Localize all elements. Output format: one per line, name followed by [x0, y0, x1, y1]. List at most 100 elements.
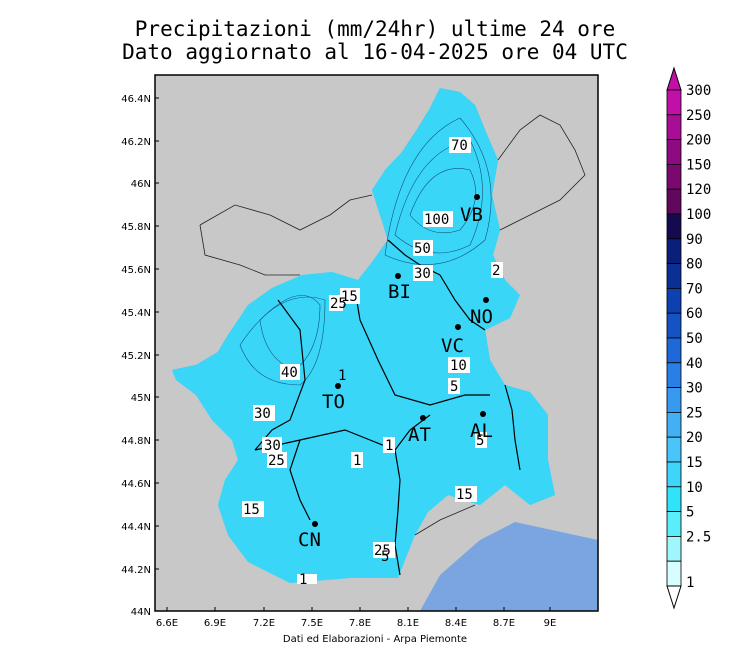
- lat-tick: 46.4N: [121, 94, 151, 105]
- lat-tick: 44.4N: [121, 522, 151, 533]
- contour-label: 5: [450, 379, 458, 395]
- contour-label: 1: [385, 438, 393, 454]
- contour-label: 30: [264, 438, 281, 454]
- contour-label: 30: [414, 266, 431, 282]
- colorbar-label: 30: [686, 381, 703, 397]
- colorbar-swatch: [666, 114, 682, 141]
- colorbar-swatch: [666, 362, 682, 388]
- colorbar: 3002502001501201009080706050403025201510…: [666, 66, 711, 610]
- colorbar-swatch: [666, 337, 682, 364]
- colorbar-label: 250: [686, 108, 711, 124]
- lat-tick: 45.2N: [121, 351, 151, 362]
- colorbar-swatch: [666, 263, 682, 289]
- colorbar-swatch: [666, 188, 682, 215]
- city-label-bi: BI: [388, 281, 411, 303]
- lon-tick: 6.6E: [156, 618, 178, 629]
- colorbar-swatch: [666, 511, 682, 537]
- contour-label: 15: [456, 487, 473, 503]
- contour-label: 25: [268, 453, 285, 469]
- colorbar-swatch: [666, 312, 682, 339]
- lon-tick: 8.4E: [445, 618, 467, 629]
- colorbar-label: 25: [686, 405, 703, 421]
- colorbar-label: 5: [686, 505, 694, 521]
- colorbar-swatch: [666, 139, 682, 165]
- colorbar-swatch: [666, 486, 682, 512]
- colorbar-label: 20: [686, 430, 703, 446]
- contour-label: 5: [476, 433, 484, 449]
- city-label-vb: VB: [460, 204, 483, 226]
- colorbar-label: 90: [686, 232, 703, 248]
- lon-tick: 8.7E: [493, 618, 515, 629]
- contour-label: 25: [374, 543, 391, 559]
- contour-lines: [239, 117, 492, 386]
- lat-tick: 44N: [131, 607, 151, 618]
- contour-label: 40: [281, 365, 298, 381]
- lat-axis: 46.4N 46.2N 46N 45.8N 45.6N 45.4N 45.2N …: [121, 94, 159, 618]
- colorbar-label: 1: [686, 575, 694, 591]
- contour-label: 10: [450, 358, 467, 374]
- colorbar-swatch: [666, 163, 682, 190]
- city-label-to: TO: [322, 391, 345, 413]
- colorbar-label: 100: [686, 207, 711, 223]
- lon-tick: 9E: [544, 618, 557, 629]
- colorbar-top-arrow: [666, 66, 682, 91]
- lon-tick: 7.2E: [253, 618, 275, 629]
- city-label-cn: CN: [298, 529, 321, 551]
- colorbar-label: 40: [686, 356, 703, 372]
- contour-label: 15: [341, 289, 358, 305]
- colorbar-label: 120: [686, 182, 711, 198]
- colorbar-swatch: [666, 213, 682, 240]
- sea-area: [420, 522, 598, 611]
- contour-label: 1: [299, 572, 307, 588]
- colorbar-label: 80: [686, 257, 703, 273]
- contour-label: 25: [330, 296, 347, 312]
- lat-tick: 45N: [131, 393, 151, 404]
- lat-tick: 44.6N: [121, 479, 151, 490]
- colorbar-swatch: [666, 560, 682, 587]
- city-label-vc: VC: [441, 335, 464, 357]
- lon-tick: 6.9E: [204, 618, 226, 629]
- city-label-at: AT: [408, 424, 431, 446]
- colorbar-label: 50: [686, 331, 703, 347]
- colorbar-swatch: [666, 461, 682, 488]
- contour-label: 30: [254, 406, 271, 422]
- colorbar-label: 150: [686, 157, 711, 173]
- city-label-al: AL: [470, 420, 493, 442]
- lat-tick: 44.8N: [121, 436, 151, 447]
- lat-tick: 45.4N: [121, 308, 151, 319]
- contour-label: 1: [353, 453, 361, 469]
- contour-label: 100: [424, 212, 449, 228]
- colorbar-swatch: [666, 287, 682, 314]
- colorbar-label: 2.5: [686, 529, 711, 545]
- colorbar-swatch: [666, 436, 682, 463]
- colorbar-swatch: [666, 411, 682, 438]
- lat-tick: 46.2N: [121, 137, 151, 148]
- contour-labels: 70 100 50 30 2 15 25 1 40 30 10 5 40 30 …: [242, 137, 503, 588]
- lon-tick: 7.5E: [301, 618, 323, 629]
- contour-label: 5: [381, 549, 389, 565]
- contour-label: 70: [451, 138, 468, 154]
- lat-tick: 45.8N: [121, 222, 151, 233]
- colorbar-label: 200: [686, 133, 711, 149]
- country-borders: [199, 114, 586, 536]
- colorbar-swatch: [666, 89, 682, 116]
- credit-text: Dati ed Elaborazioni - Arpa Piemonte: [282, 634, 468, 645]
- contour-label: 15: [243, 502, 260, 518]
- contour-label: 2: [492, 263, 500, 279]
- map-frame: [154, 74, 599, 612]
- colorbar-swatch: [666, 387, 682, 413]
- lon-tick: 7.8E: [349, 618, 371, 629]
- lat-tick: 46N: [131, 179, 151, 190]
- colorbar-swatch: [666, 536, 682, 562]
- city-label-no: NO: [470, 306, 493, 328]
- lat-tick: 44.2N: [121, 565, 151, 576]
- contour-label: 50: [414, 241, 431, 257]
- colorbar-label: 60: [686, 306, 703, 322]
- colorbar-label: 15: [686, 455, 703, 471]
- colorbar-label: 300: [686, 83, 711, 99]
- map-title-line1: Precipitazioni (mm/24hr) ultime 24 ore: [134, 17, 616, 41]
- map-title-line2: Dato aggiornato al 16-04-2025 ore 04 UTC: [122, 40, 628, 64]
- colorbar-label: 70: [686, 281, 703, 297]
- colorbar-label: 10: [686, 480, 703, 496]
